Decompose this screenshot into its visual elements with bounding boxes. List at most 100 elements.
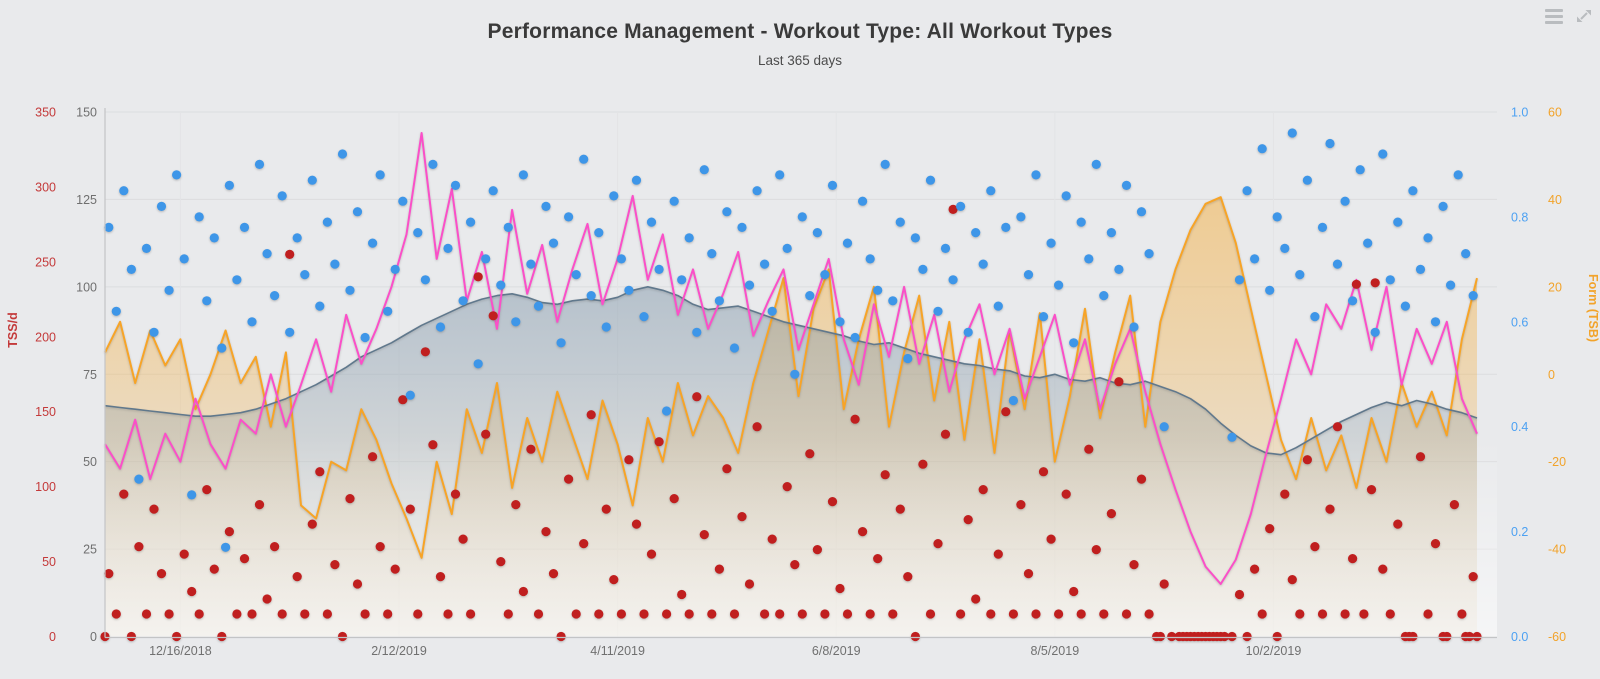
- intensity-dot[interactable]: [420, 275, 430, 285]
- intensity-dot[interactable]: [1099, 291, 1109, 301]
- daily-tss-dot[interactable]: [1325, 504, 1335, 514]
- daily-tss-dot[interactable]: [209, 564, 219, 574]
- daily-tss-dot[interactable]: [383, 609, 393, 619]
- daily-tss-dot[interactable]: [1250, 564, 1260, 574]
- intensity-dot[interactable]: [858, 196, 868, 206]
- daily-tss-dot[interactable]: [1114, 377, 1124, 387]
- daily-tss-dot[interactable]: [1061, 489, 1071, 499]
- daily-tss-dot[interactable]: [330, 560, 340, 570]
- intensity-dot[interactable]: [134, 474, 144, 484]
- intensity-dot[interactable]: [1423, 233, 1433, 243]
- intensity-dot[interactable]: [1370, 327, 1380, 337]
- intensity-dot[interactable]: [956, 201, 966, 211]
- daily-tss-dot[interactable]: [1317, 609, 1328, 619]
- intensity-dot[interactable]: [812, 228, 823, 238]
- intensity-dot[interactable]: [1363, 238, 1373, 248]
- intensity-dot[interactable]: [1453, 170, 1463, 180]
- daily-tss-dot[interactable]: [1159, 579, 1169, 589]
- daily-tss-dot[interactable]: [1219, 631, 1230, 642]
- daily-tss-dot[interactable]: [149, 504, 159, 514]
- daily-tss-dot[interactable]: [1415, 452, 1426, 462]
- intensity-dot[interactable]: [1257, 144, 1267, 154]
- daily-tss-dot[interactable]: [707, 609, 717, 619]
- intensity-dot[interactable]: [677, 275, 687, 285]
- expand-icon[interactable]: [1574, 6, 1594, 26]
- intensity-dot[interactable]: [533, 301, 544, 311]
- daily-tss-dot[interactable]: [850, 414, 860, 424]
- daily-tss-dot[interactable]: [760, 609, 770, 619]
- intensity-dot[interactable]: [1016, 212, 1026, 222]
- daily-tss-dot[interactable]: [1008, 609, 1019, 619]
- intensity-dot[interactable]: [797, 212, 807, 222]
- daily-tss-dot[interactable]: [1054, 609, 1064, 619]
- daily-tss-dot[interactable]: [669, 494, 679, 504]
- daily-tss-dot[interactable]: [1348, 554, 1358, 564]
- daily-tss-dot[interactable]: [1084, 444, 1094, 454]
- intensity-dot[interactable]: [1446, 280, 1456, 290]
- daily-tss-dot[interactable]: [556, 631, 566, 642]
- intensity-dot[interactable]: [383, 306, 393, 316]
- daily-tss-dot[interactable]: [858, 527, 868, 537]
- daily-tss-dot[interactable]: [1408, 631, 1418, 642]
- intensity-dot[interactable]: [473, 359, 483, 369]
- daily-tss-dot[interactable]: [1442, 631, 1452, 642]
- daily-tss-dot[interactable]: [1332, 422, 1343, 432]
- intensity-dot[interactable]: [1242, 186, 1252, 196]
- intensity-dot[interactable]: [466, 217, 476, 227]
- daily-tss-dot[interactable]: [1046, 534, 1056, 544]
- daily-tss-dot[interactable]: [1016, 500, 1026, 510]
- daily-tss-dot[interactable]: [247, 609, 257, 619]
- daily-tss-dot[interactable]: [692, 392, 702, 402]
- daily-tss-dot[interactable]: [1302, 455, 1312, 465]
- daily-tss-dot[interactable]: [1023, 569, 1034, 579]
- intensity-dot[interactable]: [805, 291, 815, 301]
- intensity-dot[interactable]: [496, 280, 506, 290]
- daily-tss-dot[interactable]: [526, 444, 536, 454]
- daily-tss-dot[interactable]: [322, 609, 332, 619]
- daily-tss-dot[interactable]: [1167, 631, 1177, 642]
- intensity-dot[interactable]: [767, 306, 777, 316]
- daily-tss-dot[interactable]: [1121, 609, 1132, 619]
- intensity-dot[interactable]: [842, 238, 853, 248]
- daily-tss-dot[interactable]: [270, 542, 280, 552]
- intensity-dot[interactable]: [239, 222, 250, 232]
- daily-tss-dot[interactable]: [646, 549, 657, 559]
- intensity-dot[interactable]: [330, 259, 340, 269]
- intensity-dot[interactable]: [488, 186, 498, 196]
- intensity-dot[interactable]: [925, 175, 936, 185]
- daily-tss-dot[interactable]: [1430, 539, 1441, 549]
- daily-tss-dot[interactable]: [940, 429, 951, 439]
- intensity-dot[interactable]: [624, 285, 634, 295]
- intensity-dot[interactable]: [940, 243, 951, 253]
- daily-tss-dot[interactable]: [187, 586, 197, 597]
- intensity-dot[interactable]: [1008, 395, 1019, 406]
- daily-tss-dot[interactable]: [631, 519, 642, 529]
- intensity-dot[interactable]: [458, 296, 468, 306]
- intensity-dot[interactable]: [126, 264, 136, 274]
- daily-tss-dot[interactable]: [933, 539, 943, 549]
- daily-tss-dot[interactable]: [1385, 609, 1395, 619]
- intensity-dot[interactable]: [609, 191, 619, 201]
- daily-tss-dot[interactable]: [390, 564, 400, 574]
- daily-tss-dot[interactable]: [458, 534, 468, 544]
- intensity-dot[interactable]: [511, 317, 521, 327]
- intensity-dot[interactable]: [1038, 312, 1049, 322]
- daily-tss-dot[interactable]: [443, 609, 453, 619]
- intensity-dot[interactable]: [1061, 191, 1071, 201]
- intensity-dot[interactable]: [104, 222, 114, 232]
- daily-tss-dot[interactable]: [564, 474, 574, 484]
- intensity-dot[interactable]: [307, 175, 317, 185]
- intensity-dot[interactable]: [601, 322, 611, 332]
- intensity-dot[interactable]: [360, 332, 370, 343]
- intensity-dot[interactable]: [1159, 422, 1169, 432]
- intensity-dot[interactable]: [654, 264, 664, 274]
- intensity-dot[interactable]: [1348, 296, 1358, 306]
- daily-tss-dot[interactable]: [1295, 609, 1305, 619]
- intensity-dot[interactable]: [1114, 264, 1124, 274]
- intensity-dot[interactable]: [669, 196, 679, 206]
- daily-tss-dot[interactable]: [616, 609, 627, 619]
- intensity-dot[interactable]: [1084, 254, 1094, 264]
- intensity-dot[interactable]: [1076, 217, 1086, 227]
- intensity-dot[interactable]: [1461, 249, 1471, 259]
- intensity-dot[interactable]: [1295, 270, 1305, 280]
